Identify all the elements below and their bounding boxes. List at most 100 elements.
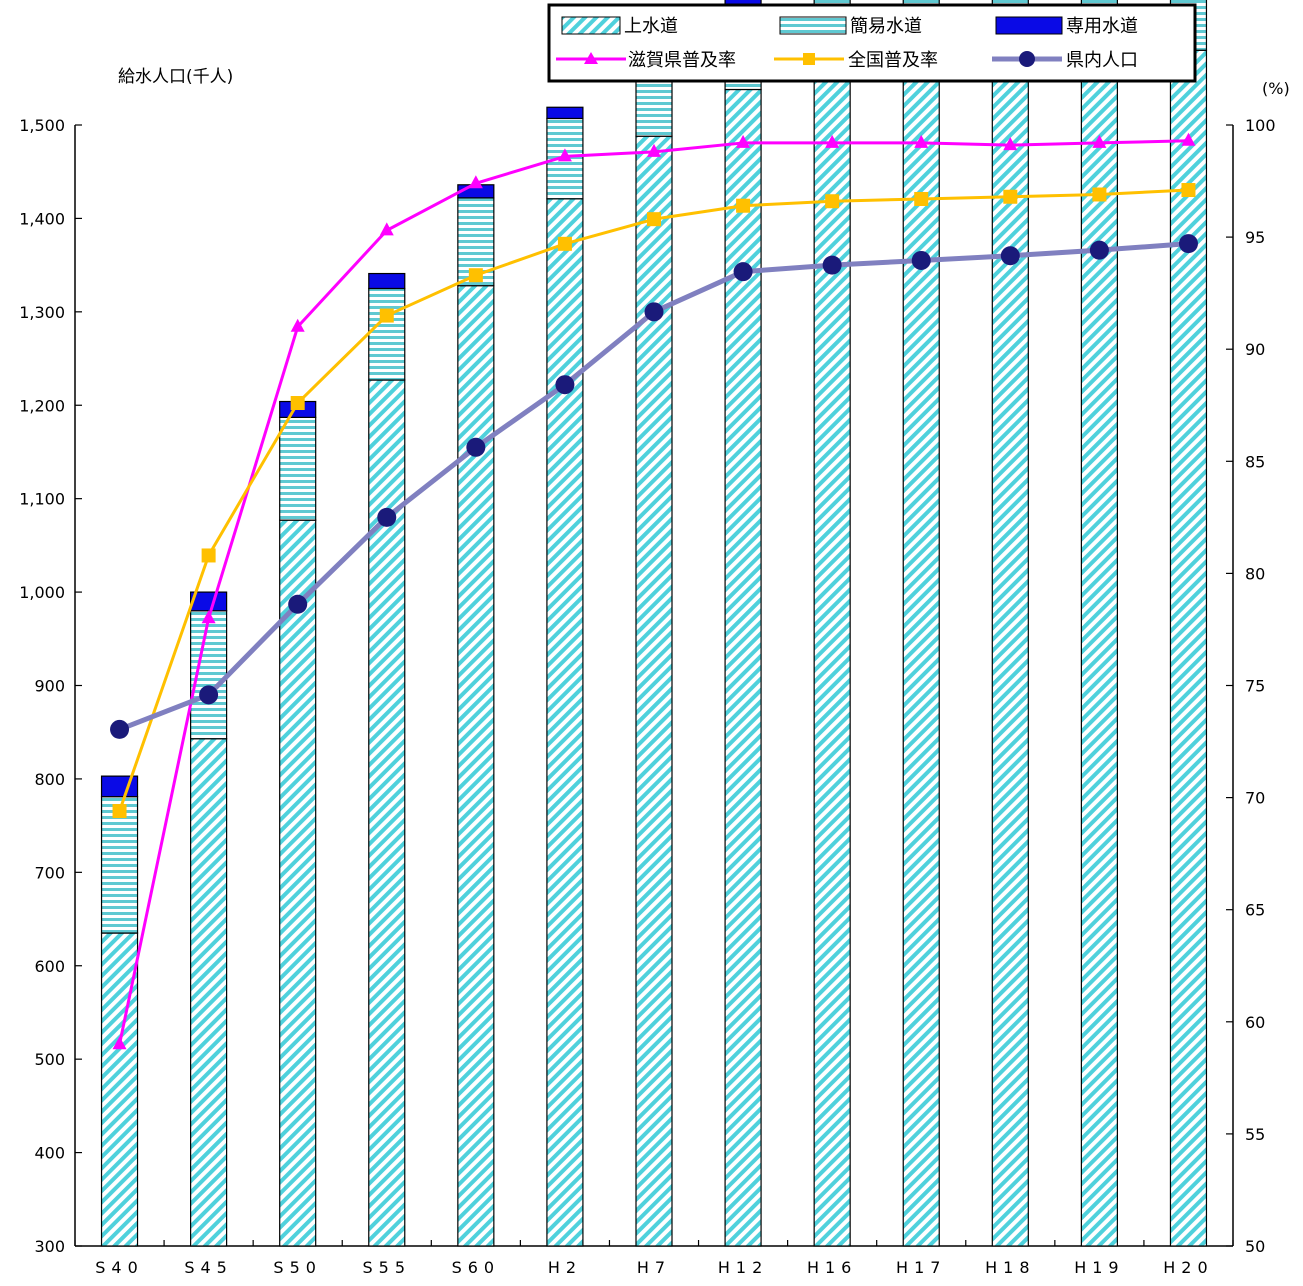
bar-segment	[546, 106, 584, 120]
x-tick-label: H16	[807, 1258, 857, 1277]
data-point	[201, 610, 216, 624]
bar-segment	[902, 72, 940, 1247]
y-tick-label: 500	[34, 1050, 65, 1069]
y2-tick-label: 90	[1245, 340, 1265, 359]
y2-axis-title: (%)	[1262, 79, 1290, 98]
y2-tick-label: 55	[1245, 1125, 1265, 1144]
y-tick-label: 700	[34, 863, 65, 882]
data-point	[555, 375, 575, 395]
data-point	[1003, 189, 1018, 204]
legend-swatch-senyo	[995, 16, 1063, 35]
data-point	[911, 250, 931, 270]
bar-segment	[724, 88, 762, 1247]
bar-segment	[368, 272, 406, 290]
legend-marker-zenkoku	[803, 53, 815, 65]
tick-labels: 300 400 500 600 700 800 900 1,000 1,100 1,200 1,30…	[19, 116, 1275, 1277]
legend-swatch-kani	[779, 16, 847, 35]
legend-label-josuido: 上水道	[624, 16, 678, 37]
x-tick-label: H7	[637, 1258, 671, 1277]
data-point	[377, 507, 397, 527]
y-tick-label: 1,200	[19, 396, 65, 415]
data-point	[647, 212, 661, 227]
bar-segment	[279, 416, 317, 521]
data-point	[290, 396, 305, 411]
legend-label-shiga: 滋賀県普及率	[628, 50, 736, 71]
y2-tick-label: 80	[1245, 564, 1265, 583]
x-tick-label: H19	[1074, 1258, 1124, 1277]
x-tick-label: H2	[548, 1258, 582, 1277]
bar-segment	[190, 738, 228, 1247]
x-tick-label: S50	[273, 1258, 322, 1277]
x-tick-label: H20	[1163, 1258, 1213, 1277]
legend-swatch-josuido	[561, 16, 621, 35]
y2-tick-label: 65	[1245, 901, 1265, 920]
data-point	[557, 236, 572, 251]
x-tick-label: H18	[985, 1258, 1035, 1277]
y-tick-label: 900	[34, 677, 65, 696]
legend: 上水道 簡易水道 専用水道 滋賀県普及率 全国普及率 県内人口	[547, 3, 1197, 83]
x-tick-label: H17	[896, 1258, 946, 1277]
legend-label-kennai: 県内人口	[1066, 50, 1138, 71]
y2-tick-label: 100	[1245, 116, 1276, 135]
bars	[100, 0, 1208, 1247]
y2-tick-label: 85	[1245, 452, 1265, 471]
data-point	[466, 437, 486, 457]
y2-tick-label: 95	[1245, 228, 1265, 247]
legend-marker-shiga	[584, 52, 598, 64]
y2-tick-label: 70	[1245, 789, 1265, 808]
data-point	[1181, 132, 1196, 146]
y-axis-title: 給水人口(千人)	[118, 67, 233, 87]
data-point	[290, 318, 305, 332]
data-point	[1092, 187, 1107, 202]
data-point	[110, 719, 130, 739]
data-point	[647, 143, 661, 157]
data-point	[1003, 137, 1018, 151]
legend-box	[547, 3, 1197, 83]
data-point	[736, 134, 751, 148]
data-point	[1181, 183, 1196, 198]
data-point	[644, 302, 664, 322]
data-point	[736, 198, 751, 213]
x-tick-label: S45	[184, 1258, 233, 1277]
y-tick-label: 1,400	[19, 209, 65, 228]
bar-segment	[100, 796, 139, 934]
data-point	[1092, 134, 1107, 148]
data-point	[379, 308, 394, 323]
data-point	[201, 548, 216, 563]
data-point	[468, 175, 483, 189]
data-point	[468, 268, 483, 283]
y2-tick-label: 60	[1245, 1013, 1265, 1032]
y-tick-label: 1,300	[19, 303, 65, 322]
data-point	[914, 134, 929, 148]
data-point	[557, 148, 572, 162]
series-lines	[110, 132, 1198, 1050]
bar-segment	[1169, 49, 1208, 1247]
x-tick-label: S60	[452, 1258, 501, 1277]
data-point	[825, 134, 840, 148]
bar-segment	[1080, 59, 1118, 1247]
bar-segment	[368, 287, 406, 381]
data-point	[288, 594, 308, 614]
y-tick-label: 600	[34, 957, 65, 976]
data-point	[733, 262, 753, 282]
data-point	[1178, 234, 1198, 254]
data-point	[379, 222, 394, 236]
y-tick-label: 400	[34, 1144, 65, 1163]
y2-tick-label: 50	[1245, 1237, 1265, 1256]
legend-label-senyo: 専用水道	[1066, 16, 1138, 37]
y-tick-label: 800	[34, 770, 65, 789]
y-tick-label: 1,100	[19, 490, 65, 509]
x-tick-label: S55	[363, 1258, 412, 1277]
data-point	[112, 804, 127, 819]
bar-segment	[457, 285, 495, 1247]
bar-segment	[813, 79, 851, 1247]
x-tick-label: H12	[718, 1258, 768, 1277]
bar-segment	[546, 198, 584, 1247]
legend-marker-kennai	[1019, 51, 1035, 67]
y2-tick-label: 75	[1245, 677, 1265, 696]
legend-label-kani: 簡易水道	[850, 16, 922, 37]
y-tick-label: 300	[34, 1237, 65, 1256]
data-point	[1089, 240, 1109, 260]
data-point	[1000, 246, 1020, 266]
data-point	[112, 1036, 127, 1050]
